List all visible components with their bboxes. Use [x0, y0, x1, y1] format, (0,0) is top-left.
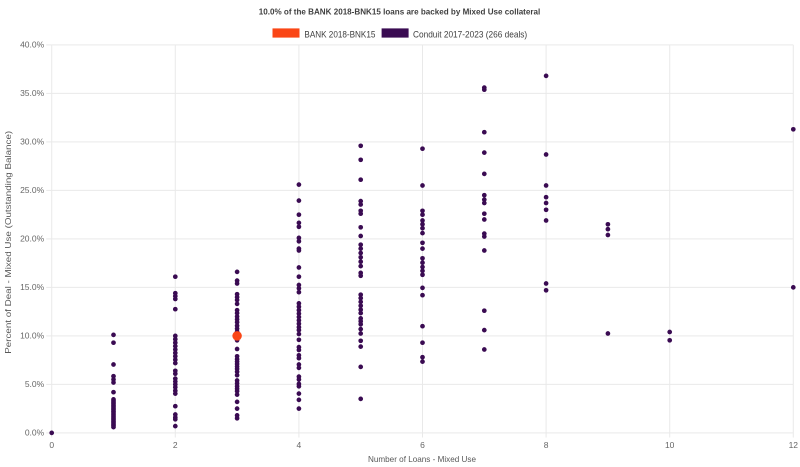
- svg-text:2: 2: [173, 440, 178, 450]
- svg-text:10: 10: [665, 440, 675, 450]
- svg-text:30.0%: 30.0%: [20, 137, 45, 147]
- svg-text:6: 6: [420, 440, 425, 450]
- svg-text:0.0%: 0.0%: [25, 428, 45, 438]
- svg-text:0: 0: [49, 440, 54, 450]
- svg-text:Conduit 2017-2023 (266 deals): Conduit 2017-2023 (266 deals): [413, 29, 527, 39]
- svg-text:40.0%: 40.0%: [20, 40, 45, 50]
- svg-text:BANK 2018-BNK15: BANK 2018-BNK15: [304, 29, 375, 39]
- svg-text:25.0%: 25.0%: [20, 185, 45, 195]
- svg-text:8: 8: [544, 440, 549, 450]
- svg-text:10.0% of the BANK 2018-BNK15 l: 10.0% of the BANK 2018-BNK15 loans are b…: [259, 7, 541, 17]
- svg-text:4: 4: [297, 440, 302, 450]
- svg-text:12: 12: [789, 440, 799, 450]
- svg-text:10.0%: 10.0%: [20, 331, 45, 341]
- svg-text:Number of Loans - Mixed Use: Number of Loans - Mixed Use: [368, 455, 476, 464]
- svg-text:15.0%: 15.0%: [20, 282, 45, 292]
- svg-text:35.0%: 35.0%: [20, 88, 45, 98]
- svg-text:20.0%: 20.0%: [20, 234, 45, 244]
- svg-text:Percent of Deal - Mixed Use (O: Percent of Deal - Mixed Use (Outstanding…: [4, 130, 13, 353]
- svg-text:5.0%: 5.0%: [25, 379, 45, 389]
